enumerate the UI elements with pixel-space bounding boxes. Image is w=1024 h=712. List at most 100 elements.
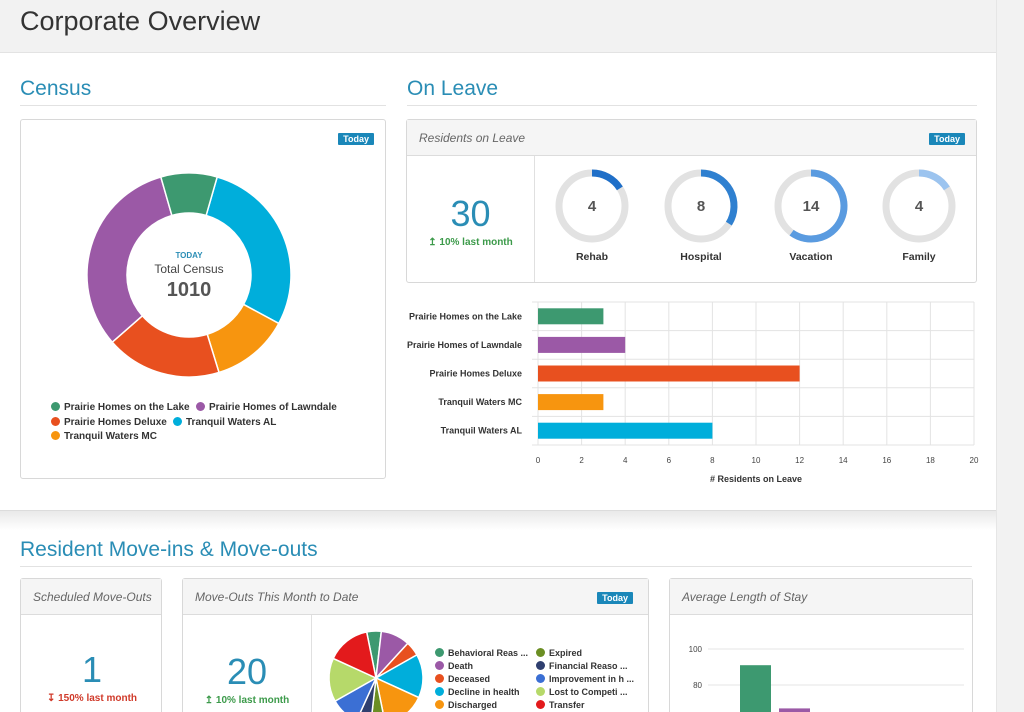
panel-header: Average Length of Stay <box>670 579 972 615</box>
legend-label: Death <box>448 661 474 671</box>
reason-legend-item[interactable]: Decline in health <box>435 687 520 697</box>
moves-title: Resident Move-ins & Move-outs <box>20 538 318 561</box>
reason-legend-item[interactable]: Improvement in h ... <box>536 674 634 684</box>
bar[interactable]: Prairie Homes Deluxe: 12 <box>538 365 800 382</box>
reason-legend-item[interactable]: Lost to Competi ... <box>536 687 628 697</box>
gauge-label: Family <box>902 251 935 263</box>
page-header: Corporate Overview <box>0 0 996 53</box>
census-legend-item[interactable]: Prairie Homes Deluxe <box>51 417 167 428</box>
gauge-value: 4 <box>588 198 597 215</box>
tick-label: 18 <box>926 456 935 465</box>
census-legend-item[interactable]: Prairie Homes of Lawndale <box>196 402 337 413</box>
panel-divider <box>534 156 535 282</box>
on-leave-total: 30 <box>450 193 491 234</box>
category-label: Tranquil Waters MC <box>438 397 522 407</box>
tick-label: 14 <box>839 456 848 465</box>
census-divider <box>20 105 386 106</box>
category-label: Tranquil Waters AL <box>441 426 523 436</box>
average-length-of-stay-chart: 100 80 <box>689 645 964 712</box>
residents-on-leave-bar-chart: Prairie Homes on the Lake Prairie Homes o… <box>407 301 979 484</box>
legend-dot <box>51 402 60 411</box>
legend-label: Improvement in h ... <box>549 674 635 684</box>
scrollbar-track[interactable] <box>996 0 1024 712</box>
panel-divider <box>311 615 312 712</box>
census-slice[interactable]: Prairie Homes of Lawndale <box>86 176 173 344</box>
legend-dot <box>51 417 60 426</box>
panel-header: Scheduled Move-Outs <box>21 579 161 615</box>
tick-label: 12 <box>795 456 804 465</box>
legend-label: Tranquil Waters MC <box>64 431 157 442</box>
tick-label: 20 <box>970 456 979 465</box>
move-out-reason-slice[interactable]: Discharged <box>374 676 420 712</box>
tick-label: 4 <box>623 456 628 465</box>
panel-title: Scheduled Move-Outs <box>33 590 152 604</box>
reason-legend-item[interactable]: Financial Reaso ... <box>536 661 628 671</box>
gauge-arc <box>700 169 738 226</box>
bar[interactable] <box>740 665 771 712</box>
census-today-badge: Today <box>338 133 374 145</box>
legend-dot <box>196 402 205 411</box>
tick-label: 6 <box>667 456 672 465</box>
census-legend-item[interactable]: Prairie Homes on the Lake <box>51 402 190 413</box>
page-title: Corporate Overview <box>20 6 261 36</box>
census-slice[interactable]: Prairie Homes on the Lake <box>159 172 219 217</box>
gauge-label: Hospital <box>680 251 722 263</box>
reason-legend-item[interactable]: Deceased <box>435 674 490 684</box>
gauge-arc <box>918 169 950 191</box>
average-length-of-stay-panel: Average Length of Stay 100 80 <box>669 578 973 712</box>
legend-label: Financial Reaso ... <box>549 661 628 671</box>
tick-label: 10 <box>752 456 761 465</box>
reason-legend-item[interactable]: Death <box>435 661 473 671</box>
gauge-value: 4 <box>915 198 924 215</box>
on-leave-today-badge: Today <box>929 133 965 145</box>
reason-legend-item[interactable]: Expired <box>536 648 582 658</box>
legend-label: Deceased <box>448 674 491 684</box>
reason-legend-item[interactable]: Transfer <box>536 700 585 710</box>
tick-label: 16 <box>882 456 891 465</box>
census-center-value: 1010 <box>167 279 212 301</box>
tick-label: 8 <box>710 456 715 465</box>
legend-dot <box>51 431 60 440</box>
legend-dot <box>173 417 182 426</box>
move-out-reason-slice[interactable]: Expired <box>371 677 386 712</box>
bar[interactable]: Tranquil Waters AL: 8 <box>538 422 713 439</box>
panel-header: Residents on Leave Today <box>407 120 976 156</box>
move-out-reasons-pie-chart: Behavioral Reas ...DeathDeceasedDecline … <box>328 630 424 712</box>
census-slice[interactable]: Tranquil Waters AL <box>205 176 292 325</box>
legend-label: Prairie Homes Deluxe <box>64 417 167 428</box>
residents-on-leave-panel: Residents on Leave Today 30 ↥ 10% last m… <box>406 119 977 283</box>
bar[interactable]: Prairie Homes on the Lake: 3 <box>538 308 604 325</box>
on-leave-delta: ↥ 10% last month <box>428 237 513 248</box>
legend-dot <box>435 687 444 696</box>
tick-label: 2 <box>579 456 584 465</box>
legend-dot <box>435 674 444 683</box>
legend-label: Discharged <box>448 700 498 710</box>
category-label: Prairie Homes on the Lake <box>409 311 522 321</box>
gauge-label: Rehab <box>576 251 608 263</box>
legend-label: Prairie Homes of Lawndale <box>209 402 337 413</box>
reason-legend-item[interactable]: Behavioral Reas ... <box>435 648 528 658</box>
legend-label: Lost to Competi ... <box>549 687 628 697</box>
census-legend-item[interactable]: Tranquil Waters AL <box>173 417 276 428</box>
move-outs-value: 20 <box>226 651 268 692</box>
bar[interactable] <box>779 708 810 712</box>
move-out-reason-slice[interactable]: Financial Reaso ... <box>356 677 377 712</box>
census-title: Census <box>20 77 92 100</box>
legend-dot <box>536 674 545 683</box>
move-outs-month-panel: Move-Outs This Month to Date Today 20 ↥ … <box>182 578 649 712</box>
on-leave-title: On Leave <box>407 77 499 100</box>
legend-dot <box>536 661 545 670</box>
reason-legend-item[interactable]: Discharged <box>435 700 497 710</box>
legend-dot <box>536 700 545 709</box>
census-legend-item[interactable]: Tranquil Waters MC <box>51 431 157 442</box>
tick-label: 80 <box>693 681 702 690</box>
legend-dot <box>536 687 545 696</box>
bar[interactable]: Prairie Homes of Lawndale: 4 <box>538 336 626 353</box>
moves-divider <box>20 566 972 567</box>
bar[interactable]: Tranquil Waters MC: 3 <box>538 394 604 411</box>
gauge-label: Vacation <box>789 251 832 263</box>
gauge-arc <box>789 169 848 243</box>
tick-label: 100 <box>689 645 703 654</box>
move-out-reason-slice[interactable]: Transfer <box>332 631 378 680</box>
